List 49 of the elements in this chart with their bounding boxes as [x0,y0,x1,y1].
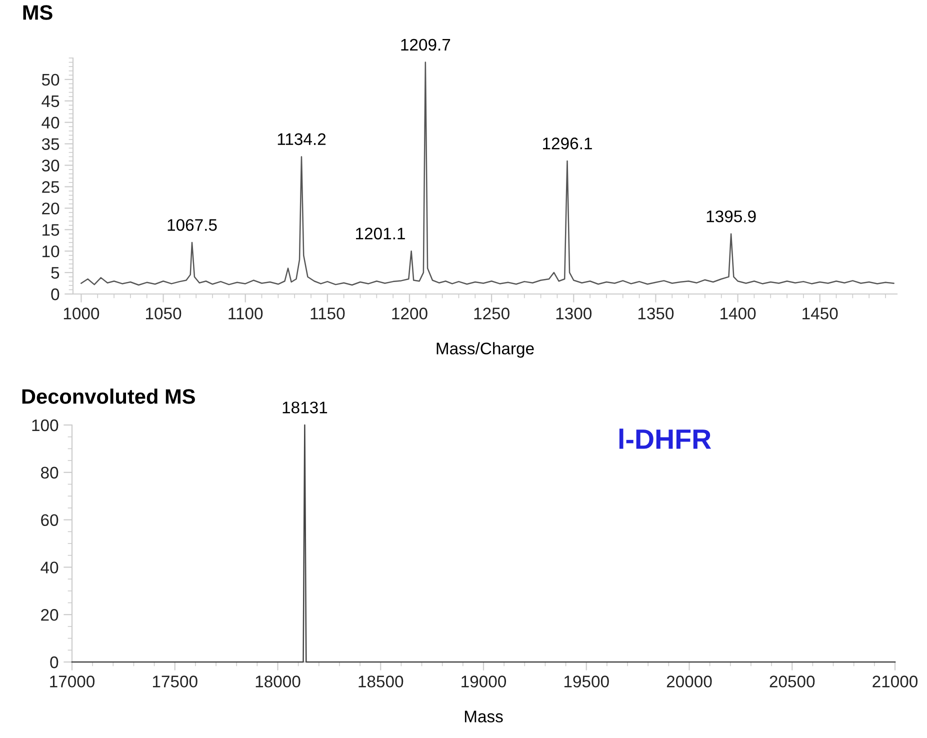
y-tick-label: 0 [50,656,58,668]
y-tick-label: 5 [51,267,60,279]
y-tick-label: 100 [32,419,58,432]
y-tick-label: 50 [42,74,60,86]
x-axis-title: Mass [464,710,503,722]
annotation: l-DHFR [619,428,712,449]
x-tick-label: 19500 [564,676,609,688]
x-tick-label: 1100 [228,308,263,320]
x-tick-label: 1350 [638,308,674,320]
x-tick-label: 18500 [358,676,404,688]
chart-title: Deconvoluted MS [22,388,195,404]
x-tick-label: 20000 [666,676,712,688]
y-tick-label: 20 [42,202,60,214]
y-tick-label: 25 [42,181,60,193]
x-tick-label: 1300 [556,308,592,320]
y-tick-label: 0 [51,288,60,300]
x-tick-label: 1000 [64,308,100,320]
y-tick-label: 40 [42,116,60,129]
y-tick-label: 15 [42,224,60,236]
x-tick-label: 17500 [152,676,198,688]
x-tick-label: 1400 [720,308,756,320]
x-tick-label: 1150 [310,308,345,320]
x-tick-label: 1450 [802,308,838,320]
x-tick-label: 21000 [872,676,918,688]
y-tick-label: 45 [42,95,60,108]
x-tick-label: 1200 [392,308,428,320]
annotation: 1201.1 [356,228,405,240]
annotation: 1134.2 [278,133,326,146]
annotation: 18131 [282,402,328,414]
y-tick-label: 60 [41,514,58,526]
line-series [80,62,894,286]
y-tick-label: 10 [42,245,60,258]
x-axis-title: Mass/Charge [436,342,534,358]
x-tick-label: 20500 [770,676,815,688]
y-tick-label: 40 [40,562,58,574]
x-tick-label: 1050 [146,308,182,320]
y-tick-label: 30 [42,160,60,172]
annotation: 1067.5 [168,219,217,231]
annotation: 1395.9 [706,210,756,222]
annotation: 1296.1 [543,138,592,150]
annotation: 1209.7 [401,38,450,51]
y-tick-label: 20 [41,609,58,621]
chart-title: MS [23,5,52,20]
x-tick-label: 19000 [462,676,506,688]
x-tick-label: 17000 [50,676,95,688]
y-tick-label: 80 [40,466,58,479]
x-tick-label: 18000 [256,676,300,688]
y-tick-label: 35 [42,138,60,150]
x-tick-label: 1250 [474,308,510,320]
